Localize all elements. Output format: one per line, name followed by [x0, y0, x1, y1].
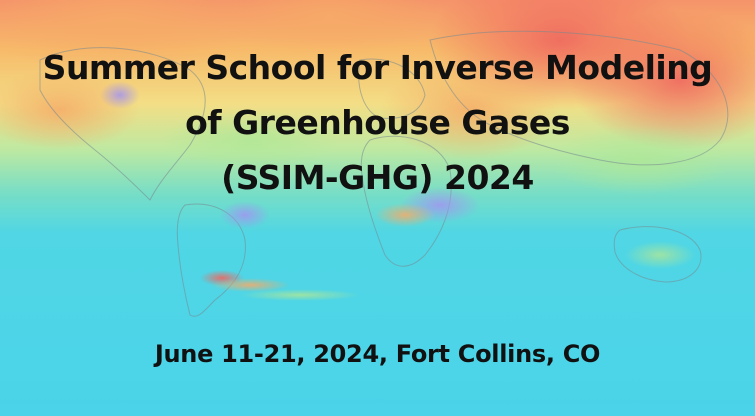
event-date-location: June 11-21, 2024, Fort Collins, CO [154, 340, 601, 368]
title-line-1: Summer School for Inverse Modeling [42, 48, 713, 87]
event-title: Summer School for Inverse Modeling of Gr… [0, 40, 755, 205]
title-line-3: (SSIM-GHG) 2024 [221, 158, 534, 197]
title-line-2: of Greenhouse Gases [185, 103, 570, 142]
